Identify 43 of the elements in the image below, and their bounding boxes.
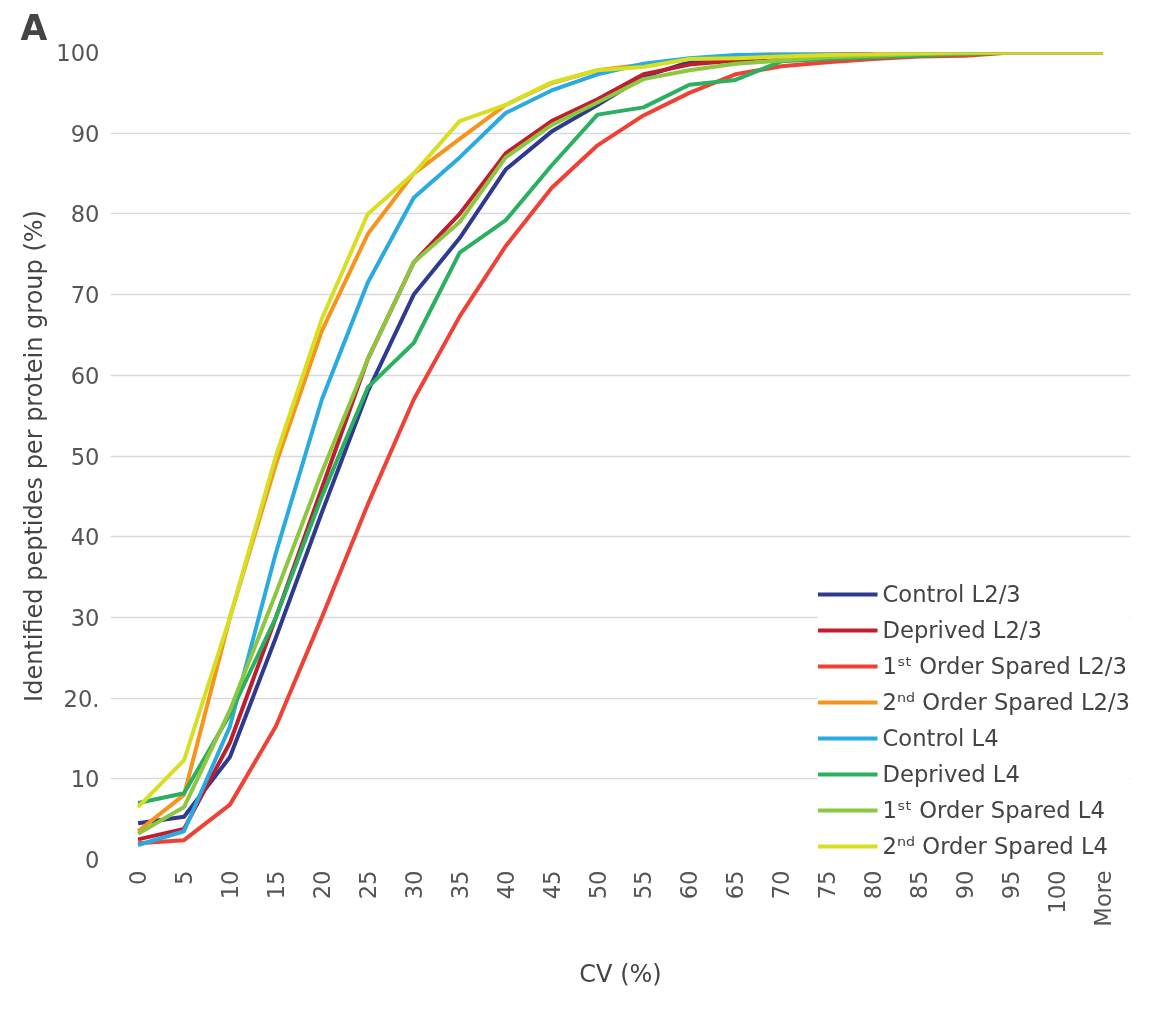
x-tick-label: 60 — [676, 870, 703, 900]
x-tick-label: 45 — [538, 870, 565, 900]
text: A — [20, 7, 48, 48]
x-tick-label: 55 — [630, 870, 657, 900]
x-tick-label: 65 — [722, 870, 749, 900]
legend-label: 2ⁿᵈ Order Spared L2/3 — [882, 689, 1130, 715]
x-tick-label: 15 — [262, 870, 289, 900]
legend-label: Control L2/3 — [882, 581, 1021, 607]
y-tick-label: 70 — [70, 282, 100, 309]
x-tick-label: 90 — [952, 870, 979, 900]
legend-label: Deprived L4 — [882, 761, 1020, 787]
y-tick-label: 30 — [70, 604, 100, 631]
x-tick-label: 75 — [814, 870, 841, 900]
x-tick-label: 40 — [492, 870, 519, 900]
legend-label: Deprived L2/3 — [882, 617, 1042, 643]
legend-label: Control L4 — [882, 725, 999, 751]
x-tick-label: 85 — [906, 870, 933, 900]
x-tick-label: 30 — [400, 870, 427, 900]
x-tick-label: 0 — [125, 870, 152, 885]
x-tick-label: 50 — [584, 870, 611, 900]
x-axis-title: CV (%) — [579, 959, 662, 988]
y-tick-label: 60 — [70, 362, 100, 389]
y-axis-title: Identified peptides per protein group (%) — [20, 210, 49, 702]
y-tick-label: 20. — [63, 685, 100, 712]
x-tick-label: 35 — [446, 870, 473, 900]
x-tick-label: 100 — [1043, 870, 1070, 914]
x-tick-label: 70 — [768, 870, 795, 900]
legend-label: 1ˢᵗ Order Spared L4 — [882, 797, 1105, 823]
x-tick-label: 10 — [216, 870, 243, 900]
x-tick-label: 5 — [171, 870, 198, 885]
legend-label: 1ˢᵗ Order Spared L2/3 — [882, 653, 1127, 679]
x-tick-label: 20 — [308, 870, 335, 900]
y-tick-label: 10 — [70, 766, 100, 793]
x-tick-label: More — [1089, 870, 1116, 927]
y-tick-label: 100 — [56, 40, 100, 66]
y-tick-label: 50 — [70, 443, 100, 470]
y-tick-label: 80 — [70, 201, 100, 228]
y-tick-label: 90 — [70, 120, 100, 147]
legend-label: 2ⁿᵈ Order Spared L4 — [882, 833, 1108, 859]
y-tick-label: 40 — [70, 524, 100, 551]
x-tick-label: 25 — [354, 870, 381, 900]
x-tick-label: 80 — [860, 870, 887, 900]
x-tick-label: 95 — [998, 870, 1025, 900]
